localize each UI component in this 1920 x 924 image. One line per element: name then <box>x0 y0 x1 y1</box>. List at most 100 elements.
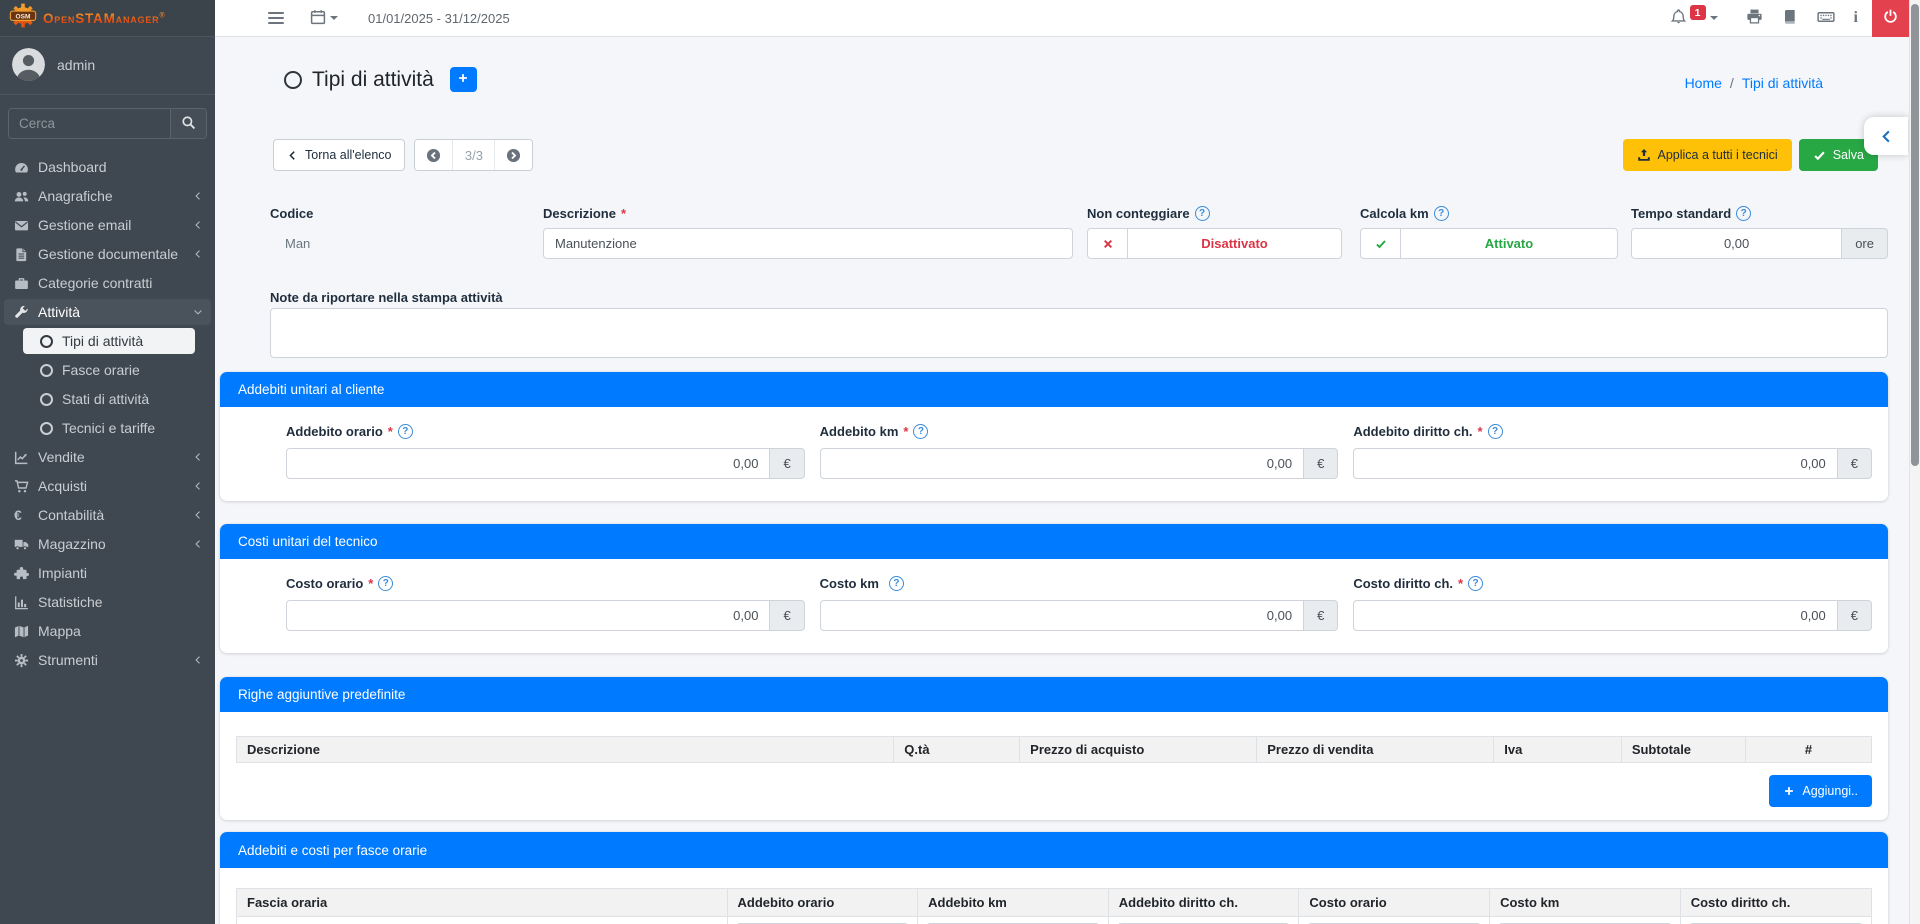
sidebar-item-magazzino[interactable]: Magazzino <box>4 531 211 557</box>
tachometer-icon <box>14 160 38 175</box>
chevron-left-icon <box>1879 129 1894 144</box>
descrizione-label: Descrizione* <box>543 206 626 221</box>
costo-km-input[interactable] <box>820 600 1304 631</box>
help-icon[interactable]: ? <box>1434 206 1449 221</box>
user-name[interactable]: admin <box>57 57 95 73</box>
help-icon[interactable]: ? <box>1468 576 1483 591</box>
non-conteggiare-toggle[interactable]: Disattivato <box>1087 228 1342 259</box>
page-scrollbar[interactable] <box>1909 0 1920 924</box>
previous-record-button[interactable] <box>415 140 452 170</box>
sidebar-item-fasce-orarie[interactable]: Fasce orarie <box>23 357 195 383</box>
sidebar: OSM OpenSTAManager® admin Dashboard Anag… <box>0 0 215 924</box>
costo-orario-input[interactable] <box>286 600 770 631</box>
plus-icon <box>1783 785 1795 797</box>
sidebar-item-strumenti[interactable]: Strumenti <box>4 647 211 673</box>
page-title-row: Tipi di attività <box>284 67 477 92</box>
bar-chart-icon <box>14 595 38 610</box>
fasce-table: Fascia oraria Addebito orario Addebito k… <box>236 888 1872 924</box>
addebito-orario-input[interactable] <box>286 448 770 479</box>
apply-to-all-technicians-button[interactable]: Applica a tutti i tecnici <box>1623 139 1792 171</box>
sidebar-item-statistiche[interactable]: Statistiche <box>4 589 211 615</box>
help-icon[interactable]: ? <box>1488 424 1503 439</box>
scrollbar-thumb[interactable] <box>1911 4 1919 466</box>
help-icon[interactable]: ? <box>913 424 928 439</box>
notifications-badge: 1 <box>1690 5 1706 20</box>
sidebar-item-contabilita[interactable]: € Contabilità <box>4 502 211 528</box>
sidebar-item-acquisti[interactable]: Acquisti <box>4 473 211 499</box>
search-input[interactable] <box>9 109 170 138</box>
help-icon[interactable]: ? <box>378 576 393 591</box>
column-header: Addebito orario <box>727 889 918 917</box>
sidebar-item-gestione-email[interactable]: Gestione email <box>4 212 211 238</box>
date-range[interactable]: 01/01/2025 - 31/12/2025 <box>368 11 510 26</box>
chevron-left-icon <box>192 219 204 231</box>
shortcuts-button[interactable] <box>1817 8 1835 29</box>
column-header: Subtotale <box>1621 737 1745 763</box>
notifications-button[interactable]: 1 <box>1670 8 1718 28</box>
table-row: € € € € € € <box>237 917 1872 924</box>
chevron-left-icon <box>287 150 298 161</box>
sidebar-item-categorie-contratti[interactable]: Categorie contratti <box>4 270 211 296</box>
column-header: Prezzo di vendita <box>1257 737 1494 763</box>
info-button[interactable]: i <box>1854 9 1858 27</box>
sidebar-item-dashboard[interactable]: Dashboard <box>4 154 211 180</box>
sidebar-toggle-button[interactable] <box>268 12 284 24</box>
sidebar-item-anagrafiche[interactable]: Anagrafiche <box>4 183 211 209</box>
upload-icon <box>1637 148 1651 162</box>
back-to-list-button[interactable]: Torna all'elenco <box>273 139 405 171</box>
addebito-orario-label: Addebito orario* ? <box>286 424 805 439</box>
descrizione-input[interactable] <box>543 228 1073 259</box>
chevron-left-icon <box>192 248 204 260</box>
brand-logo-icon: OSM <box>8 3 38 33</box>
logout-button[interactable] <box>1872 0 1909 37</box>
chart-line-icon <box>14 450 38 465</box>
euro-icon: € <box>14 507 38 523</box>
brand-header[interactable]: OSM OpenSTAManager® <box>0 0 215 37</box>
sidebar-item-vendite[interactable]: Vendite <box>4 444 211 470</box>
sidebar-item-stati-di-attivita[interactable]: Stati di attività <box>23 386 195 412</box>
circle-icon <box>40 393 53 406</box>
sidebar-item-gestione-documentale[interactable]: Gestione documentale <box>4 241 211 267</box>
sidebar-item-attivita[interactable]: Attività <box>4 299 211 325</box>
column-header: # <box>1746 737 1872 763</box>
addebito-km-input[interactable] <box>820 448 1304 479</box>
search-button[interactable] <box>170 109 206 138</box>
column-header: Addebito diritto ch. <box>1108 889 1299 917</box>
section-addebiti-unitari: Addebiti unitari al cliente Addebito ora… <box>220 372 1888 501</box>
euro-addon: € <box>1304 600 1338 631</box>
section-fasce-orarie: Addebiti e costi per fasce orarie Fascia… <box>220 832 1888 924</box>
printer-icon <box>1746 8 1763 28</box>
sidebar-item-impianti[interactable]: Impianti <box>4 560 211 586</box>
check-icon <box>1361 229 1401 258</box>
manual-button[interactable] <box>1782 9 1798 28</box>
sidebar-item-tipi-di-attivita[interactable]: Tipi di attività <box>23 328 195 354</box>
calcola-km-toggle[interactable]: Attivato <box>1360 228 1618 259</box>
breadcrumb-current-link[interactable]: Tipi di attività <box>1742 75 1823 91</box>
record-toolbar: Torna all'elenco 3/3 <box>273 139 533 171</box>
add-row-button[interactable]: Aggiungi.. <box>1769 775 1872 807</box>
chevron-left-icon <box>192 451 204 463</box>
add-record-button[interactable] <box>450 67 477 92</box>
next-record-button[interactable] <box>495 140 532 170</box>
addebito-diritto-input[interactable] <box>1353 448 1837 479</box>
sidebar-item-mappa[interactable]: Mappa <box>4 618 211 644</box>
help-icon[interactable]: ? <box>889 576 904 591</box>
gear-icon <box>14 653 38 668</box>
costo-orario-label: Costo orario* ? <box>286 576 805 591</box>
help-icon[interactable]: ? <box>1195 206 1210 221</box>
circle-icon <box>40 335 53 348</box>
print-button[interactable] <box>1746 8 1763 28</box>
breadcrumb-home-link[interactable]: Home <box>1685 75 1722 91</box>
tempo-standard-input[interactable] <box>1631 228 1842 259</box>
costo-diritto-input[interactable] <box>1353 600 1837 631</box>
help-icon[interactable]: ? <box>398 424 413 439</box>
sidebar-item-tecnici-e-tariffe[interactable]: Tecnici e tariffe <box>23 415 195 441</box>
help-icon[interactable]: ? <box>1736 206 1751 221</box>
avatar[interactable] <box>12 48 45 81</box>
column-header: Fascia oraria <box>237 889 728 917</box>
puzzle-icon <box>14 566 38 581</box>
period-picker-button[interactable] <box>310 9 338 28</box>
info-panel-toggle-button[interactable] <box>1864 117 1908 155</box>
note-textarea[interactable] <box>270 308 1888 358</box>
euro-addon: € <box>1838 600 1872 631</box>
